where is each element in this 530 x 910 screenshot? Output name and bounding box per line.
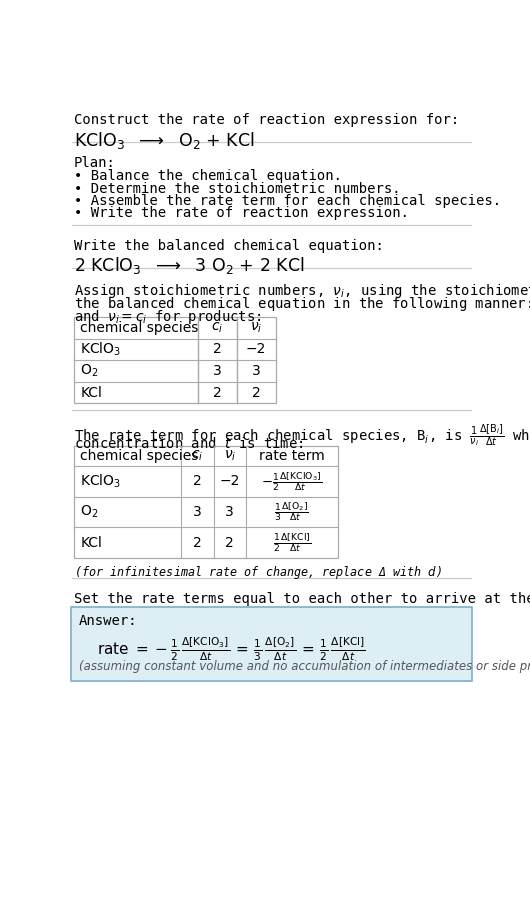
Text: the balanced chemical equation in the following manner: $\nu_i = -c_i$ for react: the balanced chemical equation in the fo… [74, 295, 530, 313]
Text: 3: 3 [252, 364, 261, 378]
Text: • Determine the stoichiometric numbers.: • Determine the stoichiometric numbers. [74, 182, 401, 196]
Text: $\nu_i$: $\nu_i$ [250, 320, 262, 335]
Text: (assuming constant volume and no accumulation of intermediates or side products): (assuming constant volume and no accumul… [78, 660, 530, 672]
Bar [74, 317, 276, 403]
Text: $\frac{1}{3}\frac{\Delta[\mathrm{O_2}]}{\Delta t}$: $\frac{1}{3}\frac{\Delta[\mathrm{O_2}]}{… [275, 501, 309, 523]
Text: −2: −2 [246, 342, 266, 357]
Text: $-\frac{1}{2}\frac{\Delta[\mathrm{KClO_3}]}{\Delta t}$: $-\frac{1}{2}\frac{\Delta[\mathrm{KClO_3… [261, 470, 322, 492]
Text: 3: 3 [193, 505, 201, 519]
Text: −2: −2 [219, 474, 240, 488]
Text: O$_2$: O$_2$ [80, 504, 99, 521]
Text: $c_i$: $c_i$ [191, 449, 204, 463]
Text: KCl: KCl [80, 536, 102, 550]
Text: KClO$_3$  $\longrightarrow$  O$_2$ + KCl: KClO$_3$ $\longrightarrow$ O$_2$ + KCl [74, 130, 255, 151]
Text: The rate term for each chemical species, B$_i$, is $\frac{1}{\nu_i}\frac{\Delta[: The rate term for each chemical species,… [74, 423, 530, 450]
Text: concentration and $t$ is time:: concentration and $t$ is time: [74, 437, 304, 451]
Text: 2: 2 [193, 474, 201, 488]
Text: 2: 2 [213, 342, 222, 357]
Text: $\frac{1}{2}\frac{\Delta[\mathrm{KCl}]}{\Delta t}$: $\frac{1}{2}\frac{\Delta[\mathrm{KCl}]}{… [272, 531, 311, 554]
Text: 3: 3 [213, 364, 222, 378]
Text: KCl: KCl [80, 386, 102, 399]
Text: Write the balanced chemical equation:: Write the balanced chemical equation: [74, 238, 384, 253]
Text: 2: 2 [193, 536, 201, 550]
Text: chemical species: chemical species [80, 449, 199, 462]
Text: Plan:: Plan: [74, 157, 116, 170]
Text: 2 KClO$_3$  $\longrightarrow$  3 O$_2$ + 2 KCl: 2 KClO$_3$ $\longrightarrow$ 3 O$_2$ + 2… [74, 256, 304, 277]
Text: KClO$_3$: KClO$_3$ [80, 472, 121, 490]
Text: rate term: rate term [259, 449, 325, 462]
Text: Assign stoichiometric numbers, $\nu_i$, using the stoichiometric coefficients, $: Assign stoichiometric numbers, $\nu_i$, … [74, 282, 530, 299]
Text: KClO$_3$: KClO$_3$ [80, 340, 121, 359]
Text: Set the rate terms equal to each other to arrive at the rate expression:: Set the rate terms equal to each other t… [74, 592, 530, 606]
Text: O$_2$: O$_2$ [80, 363, 99, 379]
Text: 2: 2 [252, 386, 261, 399]
Text: $c_i$: $c_i$ [211, 320, 224, 335]
FancyBboxPatch shape [71, 607, 472, 681]
Text: • Assemble the rate term for each chemical species.: • Assemble the rate term for each chemic… [74, 194, 501, 207]
Text: 2: 2 [213, 386, 222, 399]
Text: rate $= -\frac{1}{2}\,\frac{\Delta[\mathrm{KClO_3}]}{\Delta t}\, = \,\frac{1}{3}: rate $= -\frac{1}{2}\,\frac{\Delta[\math… [97, 635, 366, 662]
Bar [74, 446, 338, 558]
Text: chemical species: chemical species [80, 321, 199, 335]
Text: and $\nu_i = c_i$ for products:: and $\nu_i = c_i$ for products: [74, 308, 262, 326]
Text: $\nu_i$: $\nu_i$ [224, 449, 236, 463]
Text: (for infinitesimal rate of change, replace Δ with $d$): (for infinitesimal rate of change, repla… [74, 564, 442, 581]
Text: 3: 3 [225, 505, 234, 519]
Text: • Write the rate of reaction expression.: • Write the rate of reaction expression. [74, 207, 409, 220]
Text: Answer:: Answer: [78, 613, 137, 628]
Text: • Balance the chemical equation.: • Balance the chemical equation. [74, 169, 342, 183]
Text: 2: 2 [225, 536, 234, 550]
Text: Construct the rate of reaction expression for:: Construct the rate of reaction expressio… [74, 113, 460, 127]
